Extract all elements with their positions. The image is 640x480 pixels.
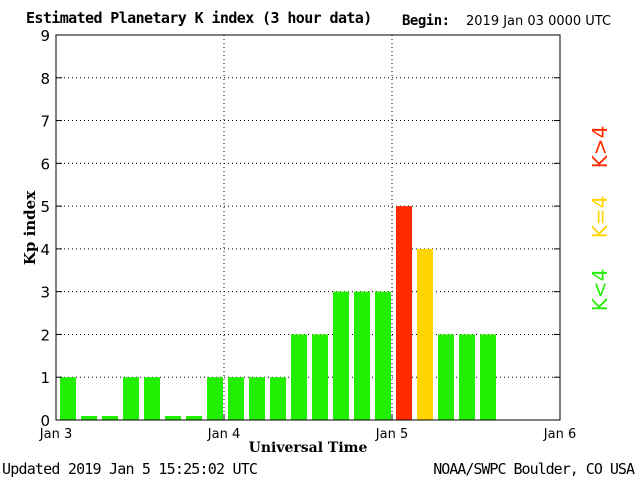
x-tick-label: Jan 6 xyxy=(543,427,576,442)
kp-bar xyxy=(375,291,391,420)
y-axis-label: Kp index xyxy=(21,190,39,266)
legend-high-label: K>4 xyxy=(588,125,612,169)
kp-bar xyxy=(270,377,286,420)
kp-bar xyxy=(249,377,265,420)
plot-frame xyxy=(55,34,561,421)
kp-bar xyxy=(102,416,118,420)
kp-bar xyxy=(186,416,202,420)
kp-bar xyxy=(459,334,475,420)
kp-bar xyxy=(333,291,349,420)
begin-value: 2019 Jan 03 0000 UTC xyxy=(466,14,612,29)
kp-bar xyxy=(417,248,433,420)
legend-high: K>4 xyxy=(588,126,612,169)
x-axis-label: Universal Time xyxy=(248,440,368,456)
legend-low-label: K<4 xyxy=(588,268,612,312)
y-tick-label: 6 xyxy=(40,155,50,173)
kp-bar xyxy=(438,334,454,420)
y-tick-label: 2 xyxy=(40,326,50,344)
kp-bar xyxy=(480,334,496,420)
y-tick-label: 9 xyxy=(40,27,50,45)
begin-label: Begin: xyxy=(402,13,450,29)
x-tick-label: Jan 3 xyxy=(39,427,72,442)
kp-bar xyxy=(207,377,223,420)
y-tick-label: 7 xyxy=(40,113,50,131)
credit-text: NOAA/SWPC Boulder, CO USA xyxy=(433,460,635,478)
y-tick-label: 5 xyxy=(40,198,50,216)
x-tick-label: Jan 4 xyxy=(207,427,240,442)
kp-bar xyxy=(81,416,97,420)
y-tick-label: 1 xyxy=(40,369,50,387)
x-tick-label: Jan 5 xyxy=(375,427,408,442)
kp-bar xyxy=(123,377,139,420)
legend-equal: K=4 xyxy=(588,196,612,239)
kp-bar xyxy=(312,334,328,420)
kp-bar xyxy=(144,377,160,420)
kp-bar xyxy=(354,291,370,420)
kp-bar xyxy=(228,377,244,420)
y-tick-label: 8 xyxy=(40,70,50,88)
legend-low: K<4 xyxy=(588,269,612,312)
kp-bar xyxy=(165,416,181,420)
y-tick-label: 3 xyxy=(40,284,50,302)
kp-bar xyxy=(60,377,76,420)
y-tick-label: 0 xyxy=(40,412,50,430)
legend-equal-label: K=4 xyxy=(588,195,612,239)
y-tick-label: 4 xyxy=(40,241,50,259)
kp-bar xyxy=(291,334,307,420)
kp-bar xyxy=(396,206,412,420)
updated-timestamp: Updated 2019 Jan 5 15:25:02 UTC xyxy=(2,460,258,478)
chart-title: Estimated Planetary K index (3 hour data… xyxy=(26,9,372,27)
